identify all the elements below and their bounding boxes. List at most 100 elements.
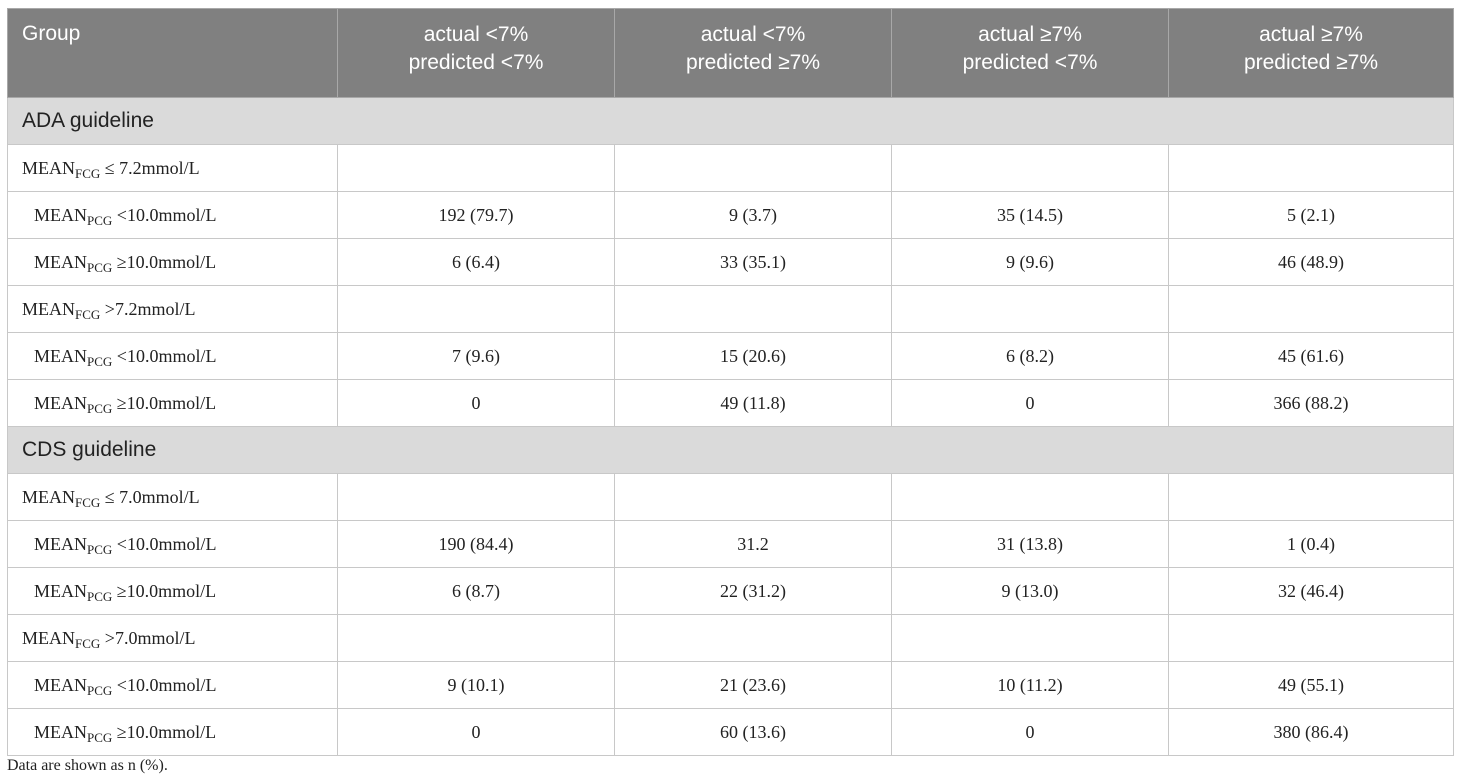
header-row: Group actual <7% predicted <7% actual <7%…	[7, 8, 1454, 98]
table-cell: 192 (79.7)	[337, 191, 615, 239]
row-label-subscript: PCG	[87, 212, 113, 228]
table-cell	[1168, 285, 1454, 333]
row-label-threshold: ≥10.0mmol/L	[112, 580, 217, 601]
table-cell	[1168, 614, 1454, 662]
table-header: Group actual <7% predicted <7% actual <7%…	[7, 8, 1454, 98]
table-row: MEANPCG <10.0mmol/L 192 (79.7) 9 (3.7) 35 (…	[7, 191, 1454, 239]
table-cell	[891, 285, 1169, 333]
row-label: MEANPCG ≥10.0mmol/L	[7, 379, 338, 427]
table-cell	[891, 473, 1169, 521]
table-row: MEANFCG >7.0mmol/L	[7, 614, 1454, 662]
row-label: MEANFCG ≤ 7.2mmol/L	[7, 144, 338, 192]
row-label-subscript: PCG	[87, 541, 113, 557]
row-label-threshold: ≤ 7.0mmol/L	[100, 486, 200, 507]
row-label: MEANPCG ≥10.0mmol/L	[7, 238, 338, 286]
row-label-subscript: FCG	[75, 635, 101, 651]
section-title: ADA guideline	[7, 97, 1454, 145]
section-row: ADA guideline	[7, 97, 1454, 145]
header-col-3-line-1: actual ≥7%	[978, 23, 1082, 46]
table-cell: 5 (2.1)	[1168, 191, 1454, 239]
row-label-main: MEAN	[34, 674, 87, 695]
row-label-main: MEAN	[22, 157, 75, 178]
row-label: MEANPCG <10.0mmol/L	[7, 520, 338, 568]
row-label-main: MEAN	[22, 298, 75, 319]
table-cell	[1168, 473, 1454, 521]
header-col-2: actual <7% predicted ≥7%	[614, 8, 892, 98]
table-cell: 15 (20.6)	[614, 332, 892, 380]
table-cell	[614, 614, 892, 662]
row-label-main: MEAN	[22, 627, 75, 648]
table-cell: 190 (84.4)	[337, 520, 615, 568]
table-body: ADA guideline MEANFCG ≤ 7.2mmol/L MEANPCG …	[7, 97, 1454, 756]
table-row: MEANPCG ≥10.0mmol/L 6 (6.4) 33 (35.1) 9 (9.…	[7, 238, 1454, 286]
row-label-threshold: ≤ 7.2mmol/L	[100, 157, 200, 178]
row-label: MEANPCG <10.0mmol/L	[7, 191, 338, 239]
table-cell: 9 (13.0)	[891, 567, 1169, 615]
header-col-3-line-2: predicted <7%	[962, 51, 1098, 74]
table-cell	[337, 144, 615, 192]
table-cell: 31.2	[614, 520, 892, 568]
row-label: MEANPCG <10.0mmol/L	[7, 661, 338, 709]
table-footnote: Data are shown as n (%).	[7, 757, 168, 774]
table-cell: 10 (11.2)	[891, 661, 1169, 709]
row-label-threshold: >7.2mmol/L	[100, 298, 196, 319]
table-cell: 31 (13.8)	[891, 520, 1169, 568]
table-row: MEANPCG <10.0mmol/L 7 (9.6) 15 (20.6) 6 (8.…	[7, 332, 1454, 380]
row-label-subscript: PCG	[87, 729, 113, 745]
table-row: MEANFCG >7.2mmol/L	[7, 285, 1454, 333]
row-label-subscript: PCG	[87, 353, 113, 369]
header-group: Group	[7, 8, 338, 98]
table-cell: 46 (48.9)	[1168, 238, 1454, 286]
table-cell	[614, 473, 892, 521]
table-cell: 21 (23.6)	[614, 661, 892, 709]
table-row: MEANFCG ≤ 7.2mmol/L	[7, 144, 1454, 192]
row-label-main: MEAN	[34, 204, 87, 225]
row-label-threshold: <10.0mmol/L	[112, 533, 217, 554]
header-col-1: actual <7% predicted <7%	[337, 8, 615, 98]
table-row: MEANPCG ≥10.0mmol/L 6 (8.7) 22 (31.2) 9 (13…	[7, 567, 1454, 615]
table-row: MEANPCG ≥10.0mmol/L 0 49 (11.8) 0 366 (88.2)	[7, 379, 1454, 427]
header-col-1-line-1: actual <7%	[423, 23, 529, 46]
table-cell	[891, 614, 1169, 662]
section-row: CDS guideline	[7, 426, 1454, 474]
row-label-subscript: PCG	[87, 588, 113, 604]
table-cell: 22 (31.2)	[614, 567, 892, 615]
table-cell: 6 (6.4)	[337, 238, 615, 286]
table-cell: 9 (3.7)	[614, 191, 892, 239]
row-label-threshold: ≥10.0mmol/L	[112, 721, 217, 742]
header-col-3: actual ≥7% predicted <7%	[891, 8, 1169, 98]
section-title: CDS guideline	[7, 426, 1454, 474]
table-cell: 33 (35.1)	[614, 238, 892, 286]
table-row: MEANPCG <10.0mmol/L 9 (10.1) 21 (23.6) 10 (…	[7, 661, 1454, 709]
table-cell	[891, 144, 1169, 192]
row-label-threshold: <10.0mmol/L	[112, 674, 217, 695]
table-cell	[337, 285, 615, 333]
table-cell: 1 (0.4)	[1168, 520, 1454, 568]
row-label: MEANFCG >7.2mmol/L	[7, 285, 338, 333]
table-cell	[337, 614, 615, 662]
row-label-threshold: ≥10.0mmol/L	[112, 392, 217, 413]
table-cell: 32 (46.4)	[1168, 567, 1454, 615]
row-label-subscript: FCG	[75, 494, 101, 510]
row-label-main: MEAN	[34, 580, 87, 601]
table-cell: 35 (14.5)	[891, 191, 1169, 239]
row-label: MEANPCG ≥10.0mmol/L	[7, 708, 338, 756]
row-label-threshold: ≥10.0mmol/L	[112, 251, 217, 272]
table-cell: 49 (11.8)	[614, 379, 892, 427]
row-label: MEANFCG >7.0mmol/L	[7, 614, 338, 662]
row-label-subscript: PCG	[87, 682, 113, 698]
table-row: MEANPCG <10.0mmol/L 190 (84.4) 31.2 31 (13.…	[7, 520, 1454, 568]
row-label: MEANPCG <10.0mmol/L	[7, 332, 338, 380]
table-cell: 0	[337, 379, 615, 427]
table-cell: 60 (13.6)	[614, 708, 892, 756]
header-col-4: actual ≥7% predicted ≥7%	[1168, 8, 1454, 98]
row-label-main: MEAN	[34, 251, 87, 272]
row-label-subscript: PCG	[87, 400, 113, 416]
table-cell: 9 (10.1)	[337, 661, 615, 709]
row-label-main: MEAN	[34, 345, 87, 366]
table-cell: 49 (55.1)	[1168, 661, 1454, 709]
header-col-2-line-2: predicted ≥7%	[685, 51, 821, 74]
row-label: MEANPCG ≥10.0mmol/L	[7, 567, 338, 615]
row-label-threshold: >7.0mmol/L	[100, 627, 196, 648]
row-label-main: MEAN	[34, 392, 87, 413]
